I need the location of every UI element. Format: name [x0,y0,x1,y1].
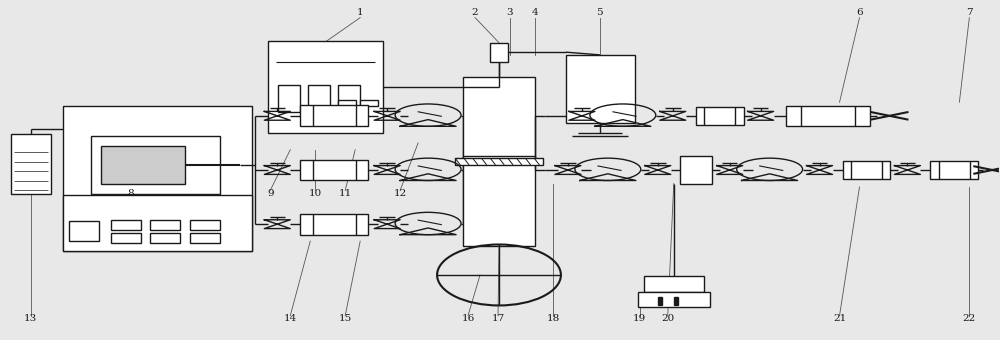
Text: 7: 7 [966,8,973,17]
Text: 16: 16 [461,314,475,323]
Bar [360,100,378,106]
Text: 17: 17 [491,314,505,323]
Bar [190,220,220,230]
Bar [69,221,99,241]
Bar [638,292,710,307]
Bar [91,136,220,194]
Text: 6: 6 [856,8,863,17]
Bar [308,85,330,113]
Bar [101,146,185,184]
Text: 18: 18 [546,314,560,323]
Text: 19: 19 [633,314,646,323]
Bar [455,158,543,165]
Text: 14: 14 [284,314,297,323]
Text: 13: 13 [24,314,37,323]
Bar [150,233,180,243]
Text: 20: 20 [661,314,674,323]
Bar [190,233,220,243]
Bar [644,276,704,292]
Text: 8: 8 [127,189,134,198]
Text: 4: 4 [532,8,538,17]
Bar [566,55,635,123]
Text: 12: 12 [394,189,407,198]
Bar [786,106,870,126]
Bar [300,159,368,181]
Bar [63,195,252,251]
Bar [111,233,140,243]
Bar [300,105,368,126]
Text: 15: 15 [339,314,352,323]
Text: 1: 1 [357,8,364,17]
Text: 21: 21 [833,314,846,323]
Bar [843,161,890,179]
Bar [930,161,978,179]
Bar [300,214,368,235]
Bar [680,156,712,184]
Bar [463,156,535,246]
Bar [111,220,140,230]
Bar [278,85,300,113]
Bar [338,85,360,113]
Bar [490,43,508,62]
Text: 5: 5 [597,8,603,17]
Bar [696,107,744,125]
Text: 22: 22 [963,314,976,323]
Text: 10: 10 [309,189,322,198]
Bar [338,100,356,106]
Bar [463,77,535,160]
Bar [63,106,252,251]
Text: 9: 9 [267,189,274,198]
Text: 2: 2 [472,8,478,17]
Bar [150,220,180,230]
Text: 11: 11 [339,189,352,198]
Bar [11,134,51,194]
Bar [268,41,383,133]
Text: 3: 3 [507,8,513,17]
